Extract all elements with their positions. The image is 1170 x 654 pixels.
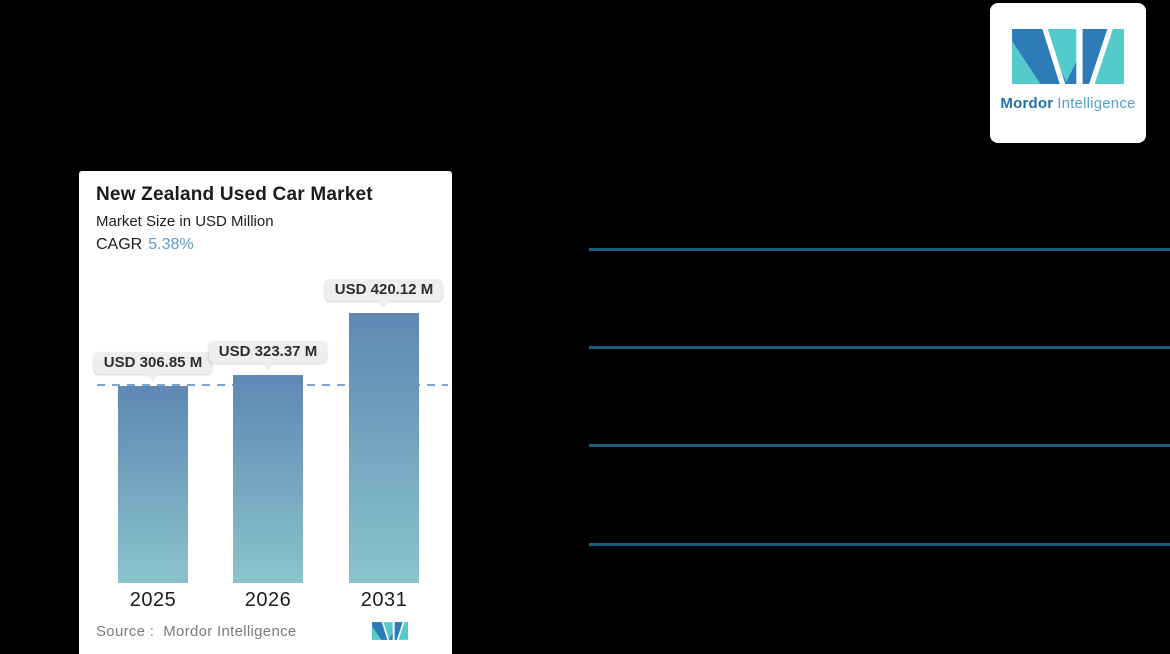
divider-line-1	[589, 248, 1170, 251]
divider-line-3	[589, 444, 1170, 447]
chart-title: New Zealand Used Car Market	[96, 184, 373, 205]
source-label: Source :	[96, 623, 155, 640]
cagr-value: 5.38%	[148, 236, 194, 253]
bar-2026	[233, 375, 303, 583]
value-label-2031: USD 420.12 M	[324, 279, 444, 301]
source-attribution: Source : Mordor Intelligence	[96, 623, 297, 640]
bar-2025	[118, 386, 188, 583]
chart-cagr: CAGR 5.38%	[96, 236, 194, 254]
brand-name-bold: Mordor	[1000, 95, 1054, 112]
mordor-intelligence-logo-icon	[1012, 29, 1124, 84]
brand-card: Mordor Intelligence	[990, 3, 1146, 143]
chart-subtitle: Market Size in USD Million	[96, 213, 274, 230]
x-axis-label-2025: 2025	[129, 589, 177, 611]
brand-name-light: Intelligence	[1057, 95, 1136, 112]
value-label-2026: USD 323.37 M	[208, 341, 328, 363]
bar-2031	[349, 313, 419, 583]
value-label-2025: USD 306.85 M	[93, 352, 213, 374]
divider-line-4	[589, 543, 1170, 546]
mordor-intelligence-mini-logo-icon	[372, 622, 408, 640]
x-axis-label-2031: 2031	[360, 589, 408, 611]
market-chart-card: New Zealand Used Car Market Market Size …	[79, 171, 452, 654]
x-axis-label-2026: 2026	[244, 589, 292, 611]
cagr-label: CAGR	[96, 236, 143, 253]
brand-wordmark: Mordor Intelligence	[990, 95, 1146, 112]
source-value: Mordor Intelligence	[163, 623, 297, 640]
bar-chart-plot: USD 306.85 M 2025 USD 323.37 M 2026 USD 420.…	[79, 171, 452, 654]
divider-line-2	[589, 346, 1170, 349]
